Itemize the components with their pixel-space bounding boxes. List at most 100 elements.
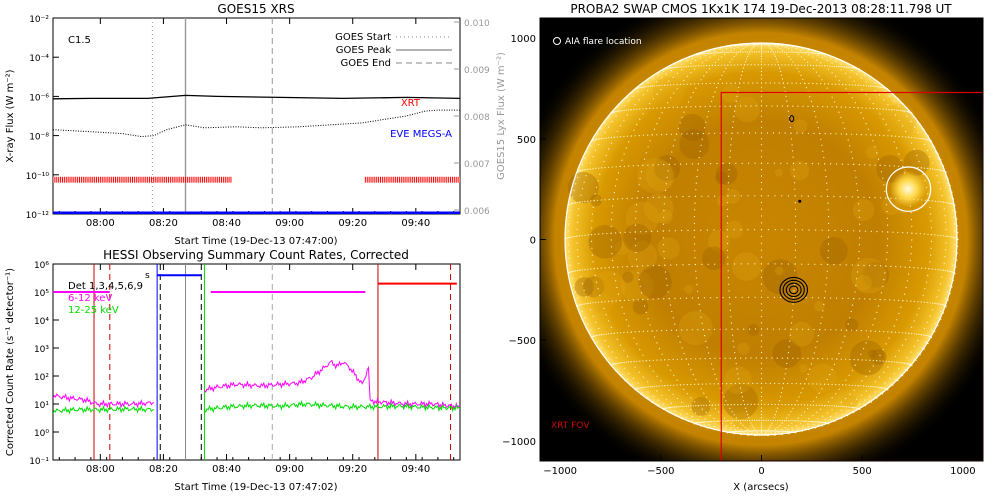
grid-dot bbox=[744, 419, 746, 422]
grid-dot bbox=[844, 406, 846, 408]
grid-dot bbox=[617, 293, 620, 295]
grid-dot bbox=[687, 405, 690, 407]
grid-dot bbox=[747, 382, 749, 384]
grid-dot bbox=[679, 406, 681, 408]
grid-dot bbox=[791, 49, 793, 52]
grid-dot bbox=[681, 69, 683, 71]
grid-dot bbox=[585, 169, 587, 171]
grid-dot bbox=[797, 64, 799, 66]
grid-dot bbox=[704, 105, 706, 108]
grid-dot bbox=[733, 404, 736, 406]
grid-dot bbox=[732, 126, 734, 128]
grid-dot bbox=[821, 144, 823, 146]
grid-dot bbox=[876, 108, 878, 110]
grid-dot bbox=[766, 44, 769, 46]
grid-dot bbox=[647, 85, 649, 88]
grid-dot bbox=[730, 82, 732, 84]
grid-dot bbox=[813, 328, 815, 331]
grid-dot bbox=[626, 266, 628, 268]
grid-dot bbox=[710, 297, 712, 299]
grid-dot bbox=[597, 288, 599, 290]
grid-dot bbox=[788, 414, 790, 416]
grid-dot bbox=[742, 400, 745, 402]
grid-dot bbox=[703, 65, 705, 67]
disk-texture-blob bbox=[789, 321, 814, 347]
grid-dot bbox=[807, 50, 809, 52]
grid-dot bbox=[690, 106, 692, 108]
grid-dot bbox=[916, 137, 918, 139]
grid-dot bbox=[760, 373, 763, 375]
goes-axes: 08:00 08:20 08:40 09:00 09:20 09:4010⁻¹²10⁻¹⁰… bbox=[26, 15, 490, 229]
grid-dot bbox=[872, 324, 874, 326]
grid-dot bbox=[681, 63, 683, 65]
grid-dot bbox=[708, 68, 711, 70]
grid-dot bbox=[608, 333, 610, 335]
grid-dot bbox=[760, 276, 763, 278]
grid-dot bbox=[848, 374, 850, 376]
grid-dot bbox=[932, 302, 934, 304]
grid-dot bbox=[758, 419, 760, 421]
grid-dot bbox=[831, 397, 833, 399]
grid-dot bbox=[596, 267, 599, 269]
plot-frame bbox=[52, 17, 461, 215]
grid-dot bbox=[727, 182, 730, 184]
grid-dot bbox=[784, 64, 786, 66]
grid-dot bbox=[712, 368, 714, 370]
grid-dot bbox=[706, 71, 708, 73]
grid-dot bbox=[849, 317, 851, 319]
grid-dot bbox=[849, 66, 851, 69]
grid-dot bbox=[807, 105, 809, 107]
grid-dot bbox=[760, 396, 763, 398]
grid-dot bbox=[851, 264, 853, 266]
grid-dot bbox=[656, 81, 658, 83]
grid-dot bbox=[818, 65, 820, 67]
disk-texture-blob bbox=[591, 270, 626, 305]
grid-dot bbox=[721, 56, 723, 58]
grid-dot bbox=[675, 66, 678, 68]
hessi-axes: 08:00 08:20 08:40 09:00 09:20 09:4010⁻¹10⁰10¹… bbox=[29, 261, 461, 475]
grid-dot bbox=[763, 430, 765, 432]
grid-dot bbox=[708, 421, 710, 423]
grid-dot bbox=[713, 229, 715, 231]
grid-dot bbox=[781, 195, 783, 197]
grid-dot bbox=[847, 230, 849, 232]
grid-dot bbox=[681, 405, 683, 407]
grid-dot bbox=[623, 119, 625, 121]
grid-dot bbox=[774, 64, 776, 66]
grid-dot bbox=[729, 420, 731, 422]
grid-dot bbox=[822, 150, 824, 152]
grid-dot bbox=[666, 176, 668, 178]
grid-dot bbox=[753, 428, 756, 430]
grid-dot bbox=[592, 315, 594, 317]
grid-dot bbox=[704, 335, 706, 337]
grid-dot bbox=[783, 430, 785, 432]
grid-dot bbox=[784, 373, 786, 375]
grid-dot bbox=[734, 110, 736, 112]
aia-legend: AIA flare location bbox=[553, 37, 642, 47]
grid-dot bbox=[931, 268, 933, 270]
grid-dot bbox=[760, 82, 763, 84]
grid-dot bbox=[724, 404, 726, 406]
grid-dot bbox=[613, 363, 616, 365]
grid-dot bbox=[701, 83, 703, 85]
grid-dot bbox=[872, 85, 874, 87]
grid-dot bbox=[604, 267, 606, 269]
grid-dot bbox=[840, 329, 842, 331]
grid-dot bbox=[774, 263, 776, 265]
grid-dot bbox=[874, 391, 876, 393]
grid-dot bbox=[853, 67, 855, 69]
grid-dot bbox=[740, 45, 742, 47]
grid-dot bbox=[773, 296, 776, 298]
grid-dot bbox=[905, 110, 907, 112]
grid-dot bbox=[869, 78, 871, 80]
grid-dot bbox=[760, 422, 763, 424]
grid-dot bbox=[633, 129, 635, 131]
grid-dot bbox=[826, 270, 828, 272]
grid-dot bbox=[824, 133, 826, 135]
grid-dot bbox=[712, 420, 714, 422]
disk-texture-blob bbox=[734, 96, 760, 123]
grid-dot bbox=[728, 296, 731, 299]
grid-dot bbox=[809, 368, 811, 370]
grid-dot bbox=[913, 300, 916, 302]
